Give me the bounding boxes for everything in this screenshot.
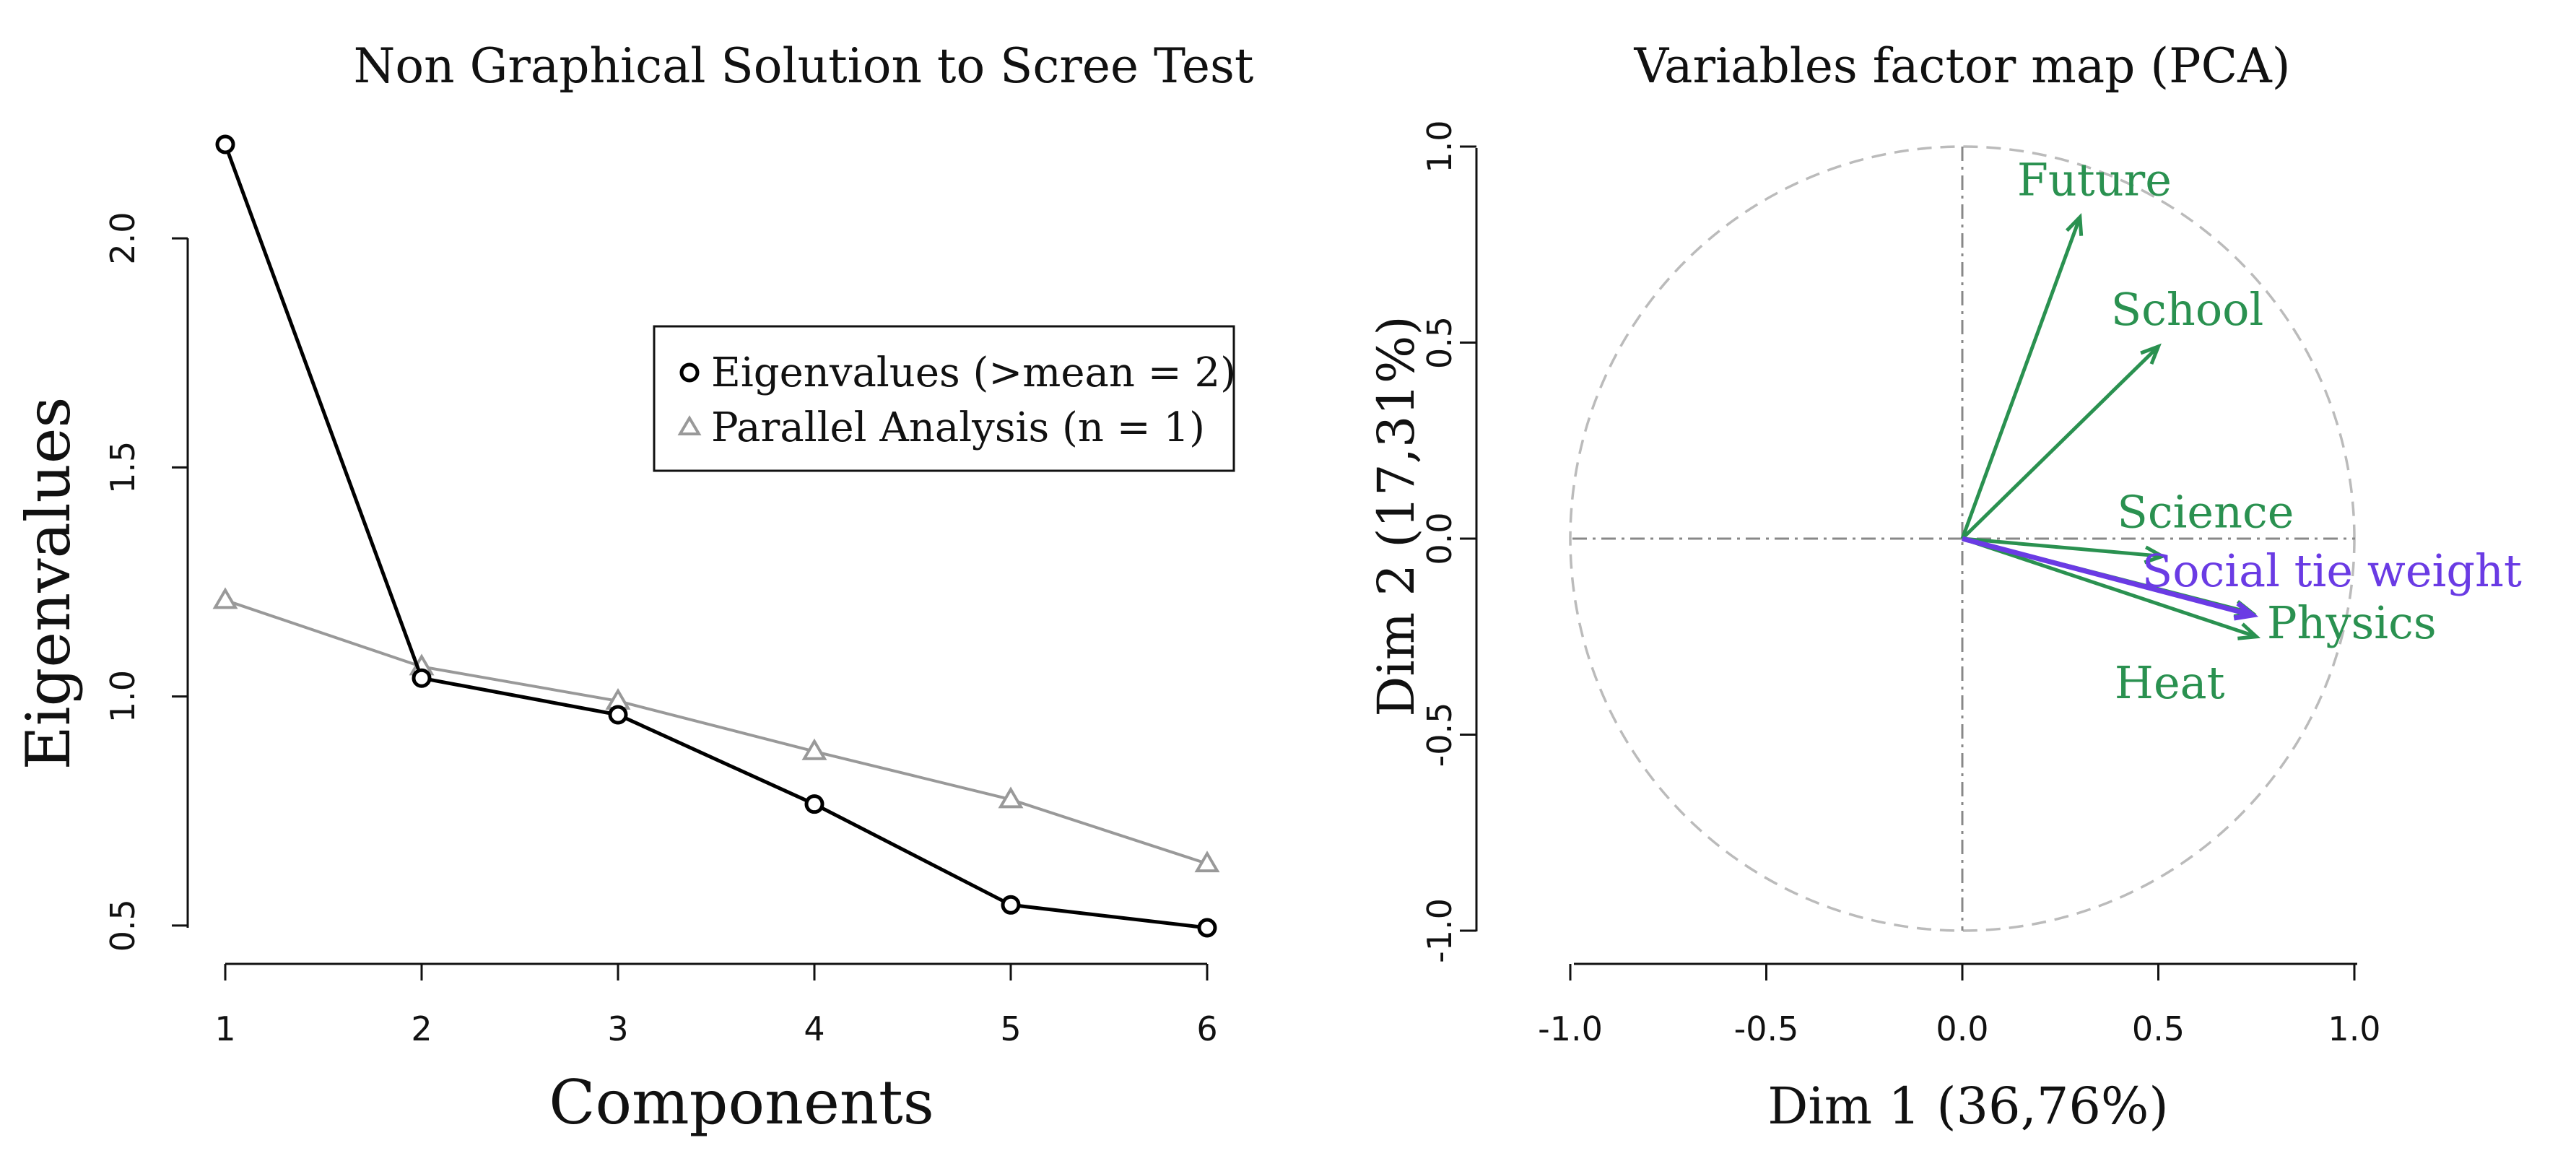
pca-arrowhead [2144,545,2167,565]
pca-x-tick-label: 1.0 [2328,1009,2380,1048]
pca-arrow-science [1962,536,2163,558]
parallel-analysis-point [212,587,238,609]
legend-eigenvalues-label: Eigenvalues (>mean = 2) [711,349,1236,396]
pca-variable-label: Future [2017,154,2172,206]
pca-y-tick-label: 0.0 [1420,512,1459,565]
scree-x-tick-label: 4 [804,1009,824,1048]
pca-arrowhead [2233,601,2259,621]
pca-arrowhead [2140,343,2162,365]
pca-title: Variables factor map (PCA) [1634,38,2291,94]
pca-arrow-social-tie-weight [1962,536,2253,618]
parallel-analysis-line [225,599,1208,866]
scree-legend: Eigenvalues (>mean = 2) Parallel Analysi… [653,325,1236,472]
pca-y-axis-label: Dim 2 (17,31%) [1367,316,1426,716]
pca-plot: Variables factor map (PCA) -1.0 -0.5 0.0 0.… [1367,38,2522,1136]
eigenvalue-point [1197,918,1217,938]
pca-y-tick-label: -0.5 [1420,703,1459,768]
pca-arrow-future [1960,216,2082,539]
pca-y-ticks: -1.0 -0.5 0.0 0.5 1.0 [1420,120,1476,963]
pca-x-tick-label: 0.0 [1936,1009,1988,1048]
scree-x-tick-label: 6 [1196,1009,1217,1048]
pca-arrowhead [2237,622,2261,640]
pca-x-tick-label: -0.5 [1734,1009,1799,1048]
scree-series-layer [212,134,1220,938]
pca-variable-label: Physics [2267,596,2437,649]
scree-x-tick-label: 2 [411,1009,432,1048]
eigenvalues-line [223,144,1208,930]
scree-x-ticks: 1 2 3 4 5 6 [214,964,1218,1048]
parallel-analysis-point [1194,851,1220,873]
scree-plot: Non Graphical Solution to Scree Test 0.5… [13,38,1253,1138]
scree-x-axis-label: Components [549,1067,934,1138]
pca-variable-label: Science [2117,485,2294,538]
scree-x-tick-label: 3 [607,1009,628,1048]
pca-x-tick-label: -1.0 [1538,1009,1603,1048]
scree-y-tick-label: 0.5 [103,899,142,952]
pca-y-tick-label: 0.5 [1420,316,1459,369]
eigenvalue-point [1001,895,1021,915]
eigenvalue-point [608,705,628,725]
pca-arrowhead [2065,212,2084,236]
parallel-analysis-point [801,738,827,760]
scree-x-tick-label: 1 [214,1009,235,1048]
legend-parallel-marker [677,415,702,435]
pca-x-ticks: -1.0 -0.5 0.0 0.5 1.0 [1538,964,2381,1048]
scree-x-tick-label: 5 [1000,1009,1021,1048]
legend-eigenvalues-marker [679,362,700,383]
pca-x-tick-label: 0.5 [2132,1009,2185,1048]
eigenvalue-point [804,794,824,814]
pca-arrow-heat [1962,536,2258,639]
pca-variable-label: School [2111,283,2264,336]
pca-y-tick-label: 1.0 [1420,120,1459,173]
eigenvalue-point [215,134,235,155]
scree-y-axis-label: Eigenvalues [13,396,84,770]
scree-y-tick-label: 1.0 [103,670,142,723]
pca-y-tick-label: -1.0 [1420,898,1459,963]
scree-y-tick-label: 1.5 [103,441,142,494]
scree-y-ticks: 0.5 1.0 1.5 2.0 [103,212,188,952]
pca-variable-label: Social tie weight [2142,544,2522,597]
eigenvalue-point [412,668,432,688]
pca-x-axis-label: Dim 1 (36,76%) [1767,1077,2168,1136]
scree-legend-box [653,325,1235,472]
parallel-analysis-point [998,786,1024,809]
pca-variable-label: Heat [2115,656,2225,709]
scree-title: Non Graphical Solution to Scree Test [354,38,1254,94]
scree-y-tick-label: 2.0 [103,212,142,264]
legend-parallel-label: Parallel Analysis (n = 1) [711,404,1205,451]
pca-arrow-school [1961,345,2160,540]
